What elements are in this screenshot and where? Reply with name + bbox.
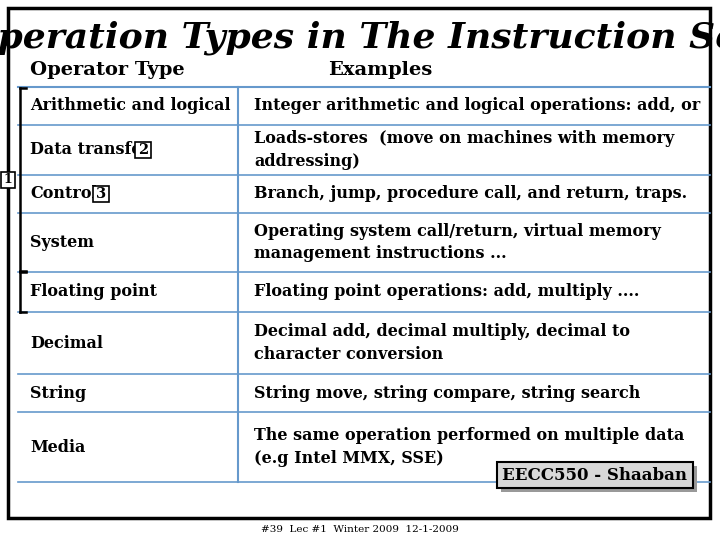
Bar bbox=[93, 186, 109, 202]
Text: Floating point: Floating point bbox=[30, 284, 157, 300]
Text: Integer arithmetic and logical operations: add, or: Integer arithmetic and logical operation… bbox=[254, 98, 701, 114]
Text: Arithmetic and logical: Arithmetic and logical bbox=[30, 98, 230, 114]
Bar bbox=[135, 142, 151, 158]
Text: Media: Media bbox=[30, 438, 86, 456]
Text: Data transfer: Data transfer bbox=[30, 141, 150, 159]
Text: Floating point operations: add, multiply ....: Floating point operations: add, multiply… bbox=[254, 284, 639, 300]
Text: Control: Control bbox=[30, 186, 97, 202]
Text: Operator Type: Operator Type bbox=[30, 61, 184, 79]
Text: Operating system call/return, virtual memory
management instructions ...: Operating system call/return, virtual me… bbox=[254, 222, 661, 262]
Text: System: System bbox=[30, 234, 94, 251]
Text: String move, string compare, string search: String move, string compare, string sear… bbox=[254, 384, 640, 402]
Text: Loads-stores  (move on machines with memory
addressing): Loads-stores (move on machines with memo… bbox=[254, 130, 674, 170]
Text: Decimal add, decimal multiply, decimal to
character conversion: Decimal add, decimal multiply, decimal t… bbox=[254, 323, 630, 363]
Text: 1: 1 bbox=[4, 173, 12, 186]
Text: Decimal: Decimal bbox=[30, 334, 103, 352]
Text: 3: 3 bbox=[96, 187, 106, 201]
Text: The same operation performed on multiple data
(e.g Intel MMX, SSE): The same operation performed on multiple… bbox=[254, 427, 685, 467]
Bar bbox=[1, 172, 15, 187]
Text: String: String bbox=[30, 384, 86, 402]
Text: EECC550 - Shaaban: EECC550 - Shaaban bbox=[503, 467, 688, 483]
Text: 2: 2 bbox=[138, 143, 148, 157]
Text: #39  Lec #1  Winter 2009  12-1-2009: #39 Lec #1 Winter 2009 12-1-2009 bbox=[261, 525, 459, 535]
Text: Examples: Examples bbox=[328, 61, 432, 79]
Text: Operation Types in The Instruction Set: Operation Types in The Instruction Set bbox=[0, 21, 720, 55]
Bar bbox=[501, 466, 697, 492]
Bar bbox=[497, 462, 693, 488]
Text: Branch, jump, procedure call, and return, traps.: Branch, jump, procedure call, and return… bbox=[254, 186, 687, 202]
